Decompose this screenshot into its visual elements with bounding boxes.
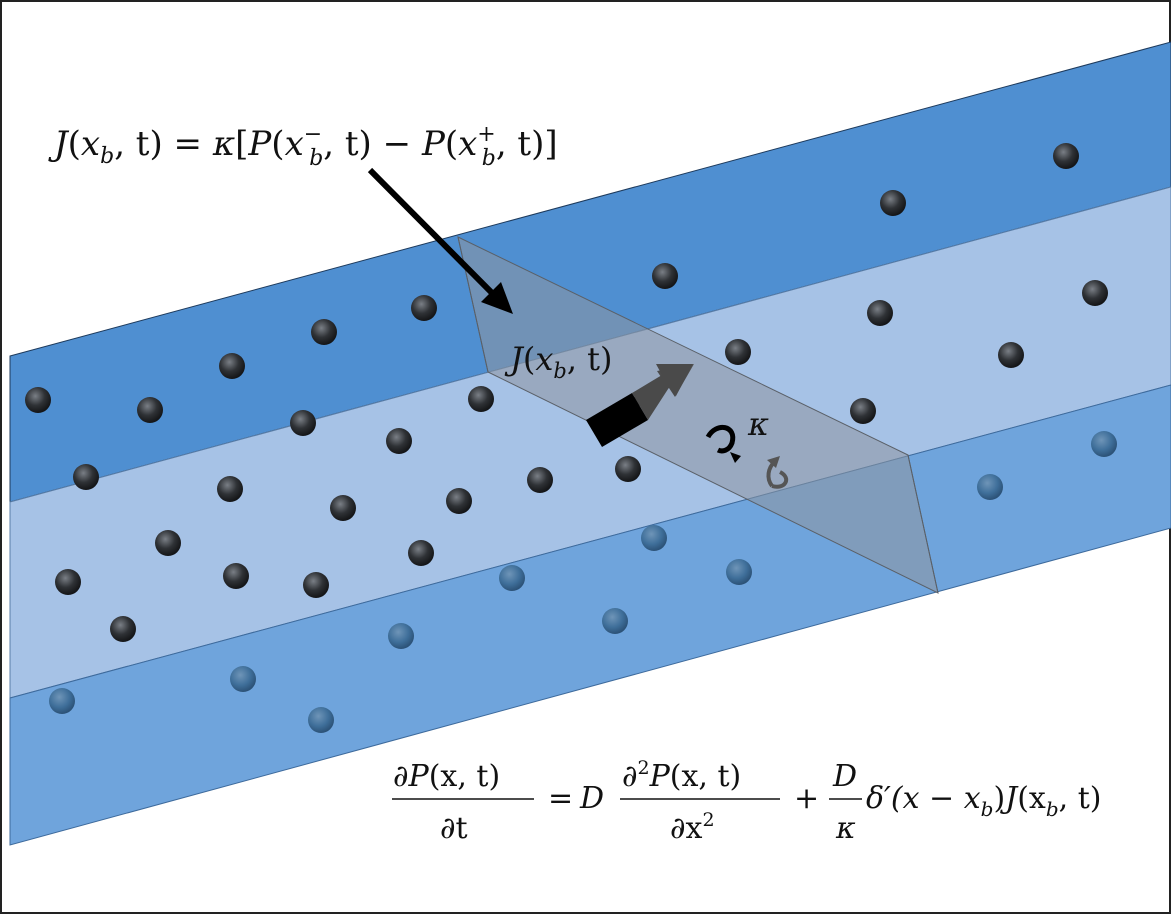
particle xyxy=(155,530,181,556)
particle xyxy=(55,569,81,595)
particle-submerged xyxy=(977,474,1003,500)
particle-submerged xyxy=(388,623,414,649)
particle-submerged xyxy=(308,707,334,733)
svg-text:+: + xyxy=(794,781,819,816)
particle xyxy=(219,353,245,379)
particle xyxy=(73,464,99,490)
particle xyxy=(223,563,249,589)
particle xyxy=(880,190,906,216)
particle xyxy=(468,386,494,412)
particle xyxy=(290,410,316,436)
particle xyxy=(1053,143,1079,169)
kappa-label: κ xyxy=(747,405,769,443)
svg-text:∂t: ∂t xyxy=(440,811,468,846)
flux-definition-equation: J(xb, t) = κ[P(x− b, t) − P(x+ b, t)] xyxy=(48,122,558,171)
particle xyxy=(330,495,356,521)
particle xyxy=(446,488,472,514)
svg-text:∂2P(x, t): ∂2P(x, t) xyxy=(622,757,741,794)
svg-text:D: D xyxy=(832,759,857,794)
particle-submerged xyxy=(1091,431,1117,457)
particle xyxy=(850,398,876,424)
svg-text:∂x2: ∂x2 xyxy=(670,809,715,846)
particle xyxy=(1082,280,1108,306)
particle xyxy=(303,572,329,598)
particle-submerged xyxy=(49,688,75,714)
svg-text:κ: κ xyxy=(835,811,856,846)
particle xyxy=(408,540,434,566)
particle xyxy=(411,295,437,321)
particle xyxy=(137,397,163,423)
particle-submerged xyxy=(641,525,667,551)
barrier-edge xyxy=(907,454,939,594)
particle xyxy=(25,387,51,413)
particle xyxy=(217,476,243,502)
particle xyxy=(652,263,678,289)
diffusion-equation: ∂P(x, t) ∂t = D ∂2P(x, t) ∂x2 + D κ δ′(x… xyxy=(392,757,1101,846)
exchange-curl-icon xyxy=(705,425,789,489)
particle xyxy=(386,428,412,454)
particle xyxy=(998,342,1024,368)
particle xyxy=(867,300,893,326)
particle xyxy=(725,339,751,365)
particle-group xyxy=(25,143,1117,733)
particle xyxy=(311,319,337,345)
svg-text:∂P(x, t): ∂P(x, t) xyxy=(393,759,500,794)
flux-arrow xyxy=(586,364,694,447)
upper-band xyxy=(9,41,1171,503)
particle xyxy=(527,467,553,493)
svg-text:D: D xyxy=(579,781,604,816)
pointer-arrow xyxy=(367,167,513,314)
svg-text:δ′(x − xb)J(xb, t): δ′(x − xb)J(xb, t) xyxy=(866,781,1101,821)
particle-submerged xyxy=(602,608,628,634)
flux-label: J(xb, t) xyxy=(504,340,613,383)
particle xyxy=(110,616,136,642)
particle-submerged xyxy=(499,565,525,591)
particle-submerged xyxy=(726,559,752,585)
particle xyxy=(615,456,641,482)
particle-submerged xyxy=(230,666,256,692)
svg-text:=: = xyxy=(548,781,573,816)
